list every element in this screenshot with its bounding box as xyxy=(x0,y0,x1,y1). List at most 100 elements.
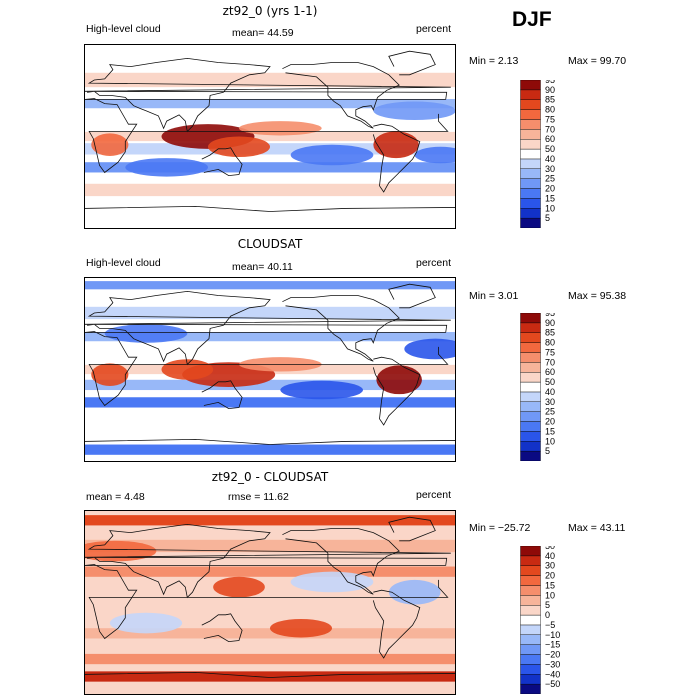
colorbar-tick-10: 75 xyxy=(545,347,555,357)
colorbar-tick-8: 5 xyxy=(545,600,550,610)
colorbar-tick-4: 25 xyxy=(545,174,555,184)
map-blob-6 xyxy=(104,324,188,343)
colorbar-tick-8: 60 xyxy=(545,134,555,144)
colorbar-tick-5: −10 xyxy=(545,630,560,640)
panel3-max: Max = 43.11 xyxy=(568,522,626,534)
panel1-title: zt92_0 (yrs 1-1) xyxy=(222,4,318,18)
colorbar-box-13 xyxy=(520,555,541,566)
colorbar-tick-1: 10 xyxy=(545,436,555,446)
colorbar-tick-14: 50 xyxy=(545,546,555,551)
map-blob-5 xyxy=(84,540,157,562)
coastline-5 xyxy=(388,283,436,309)
colorbar-box-3 xyxy=(520,654,541,665)
colorbar-tick-7: 0 xyxy=(545,610,550,620)
map-blob-1 xyxy=(208,136,270,158)
panel2-title: CLOUDSAT xyxy=(237,237,303,251)
colorbar-tick-6: 40 xyxy=(545,154,555,164)
panel1-mean: mean= 44.59 xyxy=(232,27,294,39)
colorbar-box-8 xyxy=(520,139,541,150)
colorbar-box-6 xyxy=(520,158,541,170)
map-band-1 xyxy=(84,72,456,88)
colorbar-box-0 xyxy=(520,450,541,461)
colorbar-tick-2: 15 xyxy=(545,426,555,436)
map-blob-2 xyxy=(376,365,422,395)
panel3-map xyxy=(84,510,456,695)
colorbar-tick-4: 25 xyxy=(545,407,555,417)
panel2-min: Min = 3.01 xyxy=(469,290,519,302)
colorbar-box-11 xyxy=(520,109,541,120)
panel2-map xyxy=(84,277,456,462)
coastline-5 xyxy=(388,50,436,76)
map-band-5 xyxy=(84,143,456,155)
panel2-variable-label: High-level cloud xyxy=(86,257,161,269)
panel1-min: Min = 2.13 xyxy=(469,55,519,67)
coastline-0 xyxy=(282,62,400,129)
coastline-1 xyxy=(372,589,421,659)
map-blob-1 xyxy=(161,359,214,380)
coastline-2 xyxy=(84,564,449,640)
colorbar-tick-13: 90 xyxy=(545,318,555,328)
colorbar-box-8 xyxy=(520,605,541,616)
colorbar-tick-6: −5 xyxy=(545,620,555,630)
colorbar-tick-12: 85 xyxy=(545,328,555,338)
map-frame xyxy=(84,510,456,695)
map-blob-0 xyxy=(290,571,374,593)
map-blob-3 xyxy=(213,576,265,598)
colorbar-box-11 xyxy=(520,575,541,586)
colorbar-box-9 xyxy=(520,362,541,373)
colorbar-tick-7: 50 xyxy=(545,144,555,154)
colorbar-box-6 xyxy=(520,624,541,636)
map-blob-3 xyxy=(91,363,129,386)
map-band-3 xyxy=(84,353,456,362)
map-band-8 xyxy=(84,208,456,219)
colorbar-box-14 xyxy=(520,80,541,91)
colorbar-box-1 xyxy=(520,208,541,219)
coastline-3 xyxy=(84,523,451,599)
map-band-0 xyxy=(84,281,456,290)
coastline-0 xyxy=(282,528,400,595)
colorbar-tick-11: 80 xyxy=(545,338,555,348)
colorbar-tick-1: −40 xyxy=(545,669,560,679)
colorbar-tick-9: 70 xyxy=(545,124,555,134)
colorbar-box-7 xyxy=(520,381,541,393)
map-band-0 xyxy=(84,49,456,60)
map-blob-7 xyxy=(239,121,322,136)
coastline-1 xyxy=(372,356,421,426)
map-blob-8 xyxy=(373,101,456,121)
map-band-6 xyxy=(84,162,456,173)
colorbar-box-13 xyxy=(520,89,541,100)
coastline-4 xyxy=(201,613,243,643)
colorbar-box-4 xyxy=(520,411,541,422)
colorbar-box-4 xyxy=(520,178,541,189)
colorbar-tick-0: −50 xyxy=(545,679,560,689)
colorbar-tick-10: 75 xyxy=(545,114,555,124)
coastline-4 xyxy=(201,147,243,177)
colorbar-tick-12: 85 xyxy=(545,95,555,105)
coastline-antarctica xyxy=(84,438,456,445)
colorbar-tick-10: 15 xyxy=(545,580,555,590)
map-band-6 xyxy=(84,397,456,408)
colorbar-tick-4: −15 xyxy=(545,640,560,650)
colorbar-box-7 xyxy=(520,614,541,626)
colorbar-tick-0: 5 xyxy=(545,446,550,456)
colorbar-box-1 xyxy=(520,674,541,685)
coastline-2 xyxy=(84,98,449,174)
panel1-variable-label: High-level cloud xyxy=(86,23,161,35)
panel2-max: Max = 95.38 xyxy=(568,290,627,302)
colorbar-tick-0: 5 xyxy=(545,213,550,223)
map-blob-1 xyxy=(388,579,441,605)
map-background xyxy=(84,510,456,695)
map-band-4 xyxy=(84,607,456,618)
colorbar-box-5 xyxy=(520,168,541,179)
colorbar-box-0 xyxy=(520,683,541,694)
map-band-8 xyxy=(84,444,456,455)
colorbar-box-3 xyxy=(520,188,541,199)
colorbar-tick-3: 20 xyxy=(545,417,555,427)
colorbar-tick-8: 60 xyxy=(545,367,555,377)
map-blob-4 xyxy=(290,144,374,166)
map-blob-4 xyxy=(280,380,363,400)
colorbar-box-2 xyxy=(520,664,541,675)
coastline-3 xyxy=(84,57,451,133)
colorbar-box-2 xyxy=(520,198,541,209)
